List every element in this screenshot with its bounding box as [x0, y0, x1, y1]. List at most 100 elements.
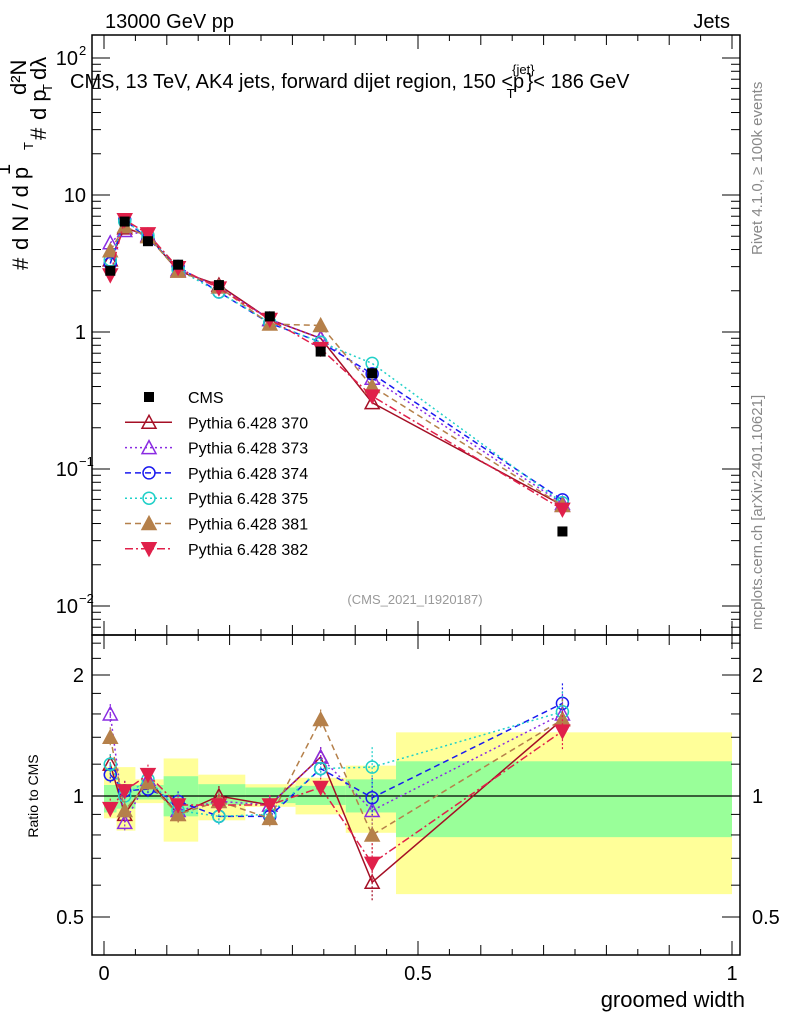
series-374: [103, 213, 570, 827]
ratio-series-line: [109, 711, 563, 818]
triangle-down-marker: [554, 502, 571, 518]
circle-marker: [313, 761, 328, 776]
ratio-tick-label-right: 1: [752, 786, 763, 808]
x-tick-label: 0.5: [404, 963, 432, 985]
triangle-down-marker: [363, 389, 381, 405]
legend-entry: Pythia 6.428 374: [125, 466, 308, 483]
square-marker: [315, 346, 326, 357]
square-marker: [264, 311, 275, 322]
triangle-up-marker: [363, 873, 381, 890]
y-tick-exponent: −1: [79, 454, 94, 469]
ratio-tick-label-right: 2: [752, 665, 763, 687]
legend-label: Pythia 6.428 370: [188, 415, 308, 432]
ylabel-dN: d N / d p: [8, 167, 33, 250]
legend-label: Pythia 6.428 382: [188, 542, 308, 559]
series-line: [109, 229, 563, 505]
triangle-down-marker: [116, 784, 133, 800]
ylabel-hash: #: [8, 257, 33, 270]
ylabel-hash2: #: [26, 127, 51, 140]
legend-entry: Pythia 6.428 382: [125, 542, 308, 559]
triangle-down-marker: [363, 856, 381, 872]
ylabel-dp: d p: [26, 89, 51, 120]
triangle-up-marker: [363, 394, 381, 410]
ratio-tick-label-left: 1: [73, 786, 84, 808]
triangle-down-marker: [169, 798, 187, 814]
legend-label: CMS: [188, 390, 224, 407]
square-marker: [173, 259, 184, 270]
square-marker: [557, 526, 568, 537]
triangle-up-marker: [102, 728, 119, 745]
triangle-up-marker: [312, 316, 329, 333]
plot-title: CMS, 13 TeV, AK4 jets, forward dijet reg…: [70, 62, 630, 101]
analysis-watermark: (CMS_2021_I1920187): [347, 592, 482, 607]
triangle-down-marker: [210, 798, 228, 814]
ylabel-dlambda: dλ: [26, 57, 51, 80]
circle-marker: [142, 491, 156, 505]
legend-entry: Pythia 6.428 375: [125, 491, 308, 508]
legend-label: Pythia 6.428 373: [188, 441, 308, 458]
circle-marker: [142, 466, 156, 480]
triangle-up-marker: [102, 242, 119, 258]
ylabel-d2N: d²N: [6, 60, 31, 95]
triangle-up-marker: [102, 705, 119, 721]
y-tick-label: 10: [56, 459, 78, 481]
y-tick-exponent: 2: [79, 43, 86, 58]
y-axis-label: # d N / d p 1 T # d p T dλ d²N: [0, 57, 55, 270]
triangle-up-marker: [169, 805, 187, 822]
y-tick-label: 10: [56, 48, 78, 70]
triangle-up-marker: [261, 809, 279, 826]
circle-marker: [103, 767, 118, 782]
legend-label: Pythia 6.428 381: [188, 517, 308, 534]
ratio-frame: [91, 634, 741, 956]
square-marker: [105, 265, 116, 276]
triangle-down-marker: [261, 798, 279, 814]
triangle-down-marker: [554, 724, 571, 740]
ratio-tick-label-left: 2: [73, 665, 84, 687]
triangle-down-marker: [140, 542, 158, 558]
mcplots-label: mcplots.cern.ch [arXiv:2401.10621]: [749, 395, 766, 630]
square-marker: [144, 392, 154, 402]
triangle-up-marker: [140, 413, 158, 430]
header-right: Jets: [693, 11, 730, 33]
legend-entry: Pythia 6.428 370: [125, 413, 308, 432]
ratio-tick-label-right: 0.5: [752, 907, 780, 929]
legend-entry: CMS: [144, 390, 224, 407]
square-marker: [119, 216, 130, 227]
legend-label: Pythia 6.428 374: [188, 466, 308, 483]
y-tick-exponent: −2: [79, 591, 94, 606]
x-axis-label: groomed width: [601, 987, 745, 1012]
legend: CMS Pythia 6.428 370 Pythia 6.428 373 Pythi…: [125, 390, 308, 559]
header-left: 13000 GeV pp: [105, 11, 234, 33]
stat-uncertainty-band: [396, 761, 732, 838]
ratio-y-label: Ratio to CMS: [25, 754, 41, 837]
triangle-down-marker: [139, 767, 157, 784]
square-marker: [367, 368, 378, 379]
legend-label: Pythia 6.428 375: [188, 491, 308, 508]
ylabel-sub: T: [21, 142, 36, 150]
square-marker: [213, 280, 224, 291]
triangle-up-marker: [116, 813, 133, 830]
ylabel-sub2: T: [40, 84, 55, 92]
triangle-down-marker: [102, 801, 119, 818]
y-tick-label: 10: [64, 185, 86, 207]
legend-entry: Pythia 6.428 381: [125, 514, 308, 534]
x-tick-label: 1: [726, 963, 737, 985]
series-line: [109, 218, 563, 510]
y-tick-label: 1: [75, 322, 86, 344]
y-tick-label: 10: [56, 596, 78, 618]
legend-entry: Pythia 6.428 373: [125, 439, 308, 458]
circle-marker: [365, 791, 379, 805]
rivet-label: Rivet 4.1.0, ≥ 100k events: [749, 82, 766, 255]
triangle-up-marker: [140, 514, 158, 531]
x-tick-label: 0: [98, 963, 109, 985]
ylabel-one: 1: [0, 164, 15, 175]
ratio-tick-label-left: 0.5: [56, 907, 84, 929]
circle-marker: [365, 760, 379, 774]
triangle-up-marker: [116, 801, 133, 818]
triangle-up-marker: [363, 826, 381, 842]
triangle-up-marker: [140, 439, 158, 455]
ratio-series-line: [109, 713, 563, 825]
triangle-up-marker: [312, 710, 329, 727]
circle-marker: [103, 757, 118, 771]
